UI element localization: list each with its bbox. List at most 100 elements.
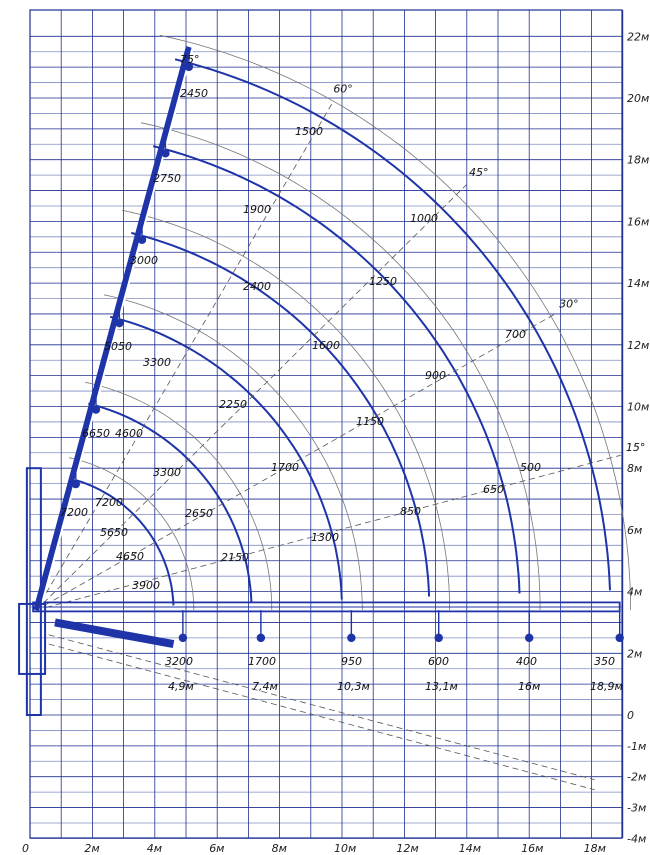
angle-label: 15°: [626, 441, 646, 454]
reach-label: 18,9м: [590, 680, 623, 693]
capacity-label: 4600: [115, 427, 143, 440]
tip-capacity-label: 950: [341, 655, 362, 668]
hook: [161, 149, 170, 158]
capacity-label: 1150: [356, 415, 384, 428]
capacity-label: 3300: [143, 356, 171, 369]
grid: [29, 9, 624, 839]
hook: [184, 62, 194, 72]
x-tick-label: 8м: [272, 842, 287, 855]
capacity-label: 700: [505, 328, 526, 341]
capacity-label: 900: [425, 369, 446, 382]
reach-label: 7,4м: [252, 680, 278, 693]
outer-range-arc: [85, 381, 273, 611]
capacity-label: 2250: [219, 398, 247, 411]
y-tick-label: 18м: [627, 154, 649, 167]
y-tick-label: -3м: [627, 802, 646, 815]
capacity-label: 650: [483, 483, 504, 496]
crane-column: [25, 467, 42, 717]
tip-capacity-label: 1700: [248, 655, 276, 668]
y-tick-label: 22м: [627, 30, 649, 43]
reach-label: 16м: [518, 680, 540, 693]
tip-capacity-label: 3200: [165, 655, 193, 668]
capacity-arc: [88, 402, 253, 603]
tip-capacity-label: 350: [594, 655, 615, 668]
capacity-label: 850: [400, 505, 421, 518]
x-tick-label: 10м: [334, 842, 356, 855]
inclined-boom-highlight: [39, 46, 194, 611]
x-tick-label: 6м: [209, 842, 224, 855]
y-tick-label: 2м: [627, 647, 642, 660]
y-tick-label: 12м: [627, 339, 649, 352]
capacity-label: 5650: [100, 526, 128, 539]
y-tick-label: 14м: [627, 277, 649, 290]
y-tick-label: 6м: [627, 524, 642, 537]
capacity-label: 3000: [130, 254, 158, 267]
capacity-arc: [131, 231, 431, 597]
capacity-label: 2650: [185, 507, 213, 520]
grid-frame: [29, 9, 623, 839]
angle-label: 45°: [469, 166, 489, 179]
capacity-label: 2150: [221, 551, 249, 564]
capacity-label: 1600: [312, 339, 340, 352]
x-tick-label: 14м: [459, 842, 481, 855]
angle-label: 60°: [333, 82, 353, 95]
capacity-label: 4650: [116, 550, 144, 563]
y-tick-label: -2м: [627, 771, 646, 784]
angle-label: 30°: [559, 297, 579, 310]
y-tick-label: 20м: [627, 92, 649, 105]
angle-ray: [35, 102, 333, 611]
capacity-label: 1300: [311, 531, 339, 544]
y-tick-label: 16м: [627, 215, 649, 228]
capacity-label: 1000: [410, 212, 438, 225]
capacity-arc: [69, 477, 175, 606]
y-tick-label: 0: [627, 709, 634, 722]
outer-range-arc: [140, 122, 541, 611]
outer-range-arc: [68, 457, 195, 611]
x-tick-label: 0: [22, 842, 29, 855]
x-tick-label: 12м: [396, 842, 418, 855]
y-tick-label: 4м: [627, 586, 642, 599]
x-tick-label: 16м: [521, 842, 543, 855]
capacity-label: 3900: [132, 579, 160, 592]
x-tick-label: 4м: [147, 842, 162, 855]
capacity-label: 7200: [60, 506, 88, 519]
crane-base: [18, 602, 47, 675]
capacity-label: 1500: [295, 125, 323, 138]
inclined-boom: [33, 46, 192, 611]
capacity-label: 7200: [95, 496, 123, 509]
hook: [115, 318, 124, 328]
reach-label: 13,1м: [425, 680, 458, 693]
working-range-arcs: [68, 34, 631, 611]
hook: [137, 235, 147, 244]
capacity-arc: [152, 145, 521, 594]
hook: [91, 405, 101, 414]
tip-capacity-label: 400: [516, 655, 537, 668]
hook: [615, 633, 624, 643]
capacity-label: 1700: [271, 461, 299, 474]
y-tick-label: -4м: [627, 832, 646, 845]
lowered-boom-body: [54, 618, 175, 648]
crane-illustration: [18, 46, 624, 791]
tip-capacity-label: 600: [428, 655, 449, 668]
angle-label: 75°: [180, 53, 200, 66]
hook: [525, 633, 534, 643]
outer-range-arc: [103, 294, 363, 611]
x-tick-label: 2м: [84, 842, 99, 855]
capacity-label: 2450: [180, 87, 208, 100]
y-tick-label: 8м: [627, 462, 642, 475]
capacity-arc: [174, 58, 611, 591]
capacity-label: 1900: [243, 203, 271, 216]
chart-labels: 0 2м 4м 6м 8м 10м 12м 14м 16м 18м 22м 20м 18м 16м 14м 1…: [22, 30, 649, 855]
capacity-label: 500: [520, 461, 541, 474]
capacity-label: 2400: [243, 280, 271, 293]
y-tick-label: -1м: [627, 740, 646, 753]
capacity-label: 1250: [369, 275, 397, 288]
capacity-label: 6650: [82, 427, 110, 440]
capacity-label: 2750: [153, 172, 181, 185]
hook: [71, 479, 81, 489]
lowered-boom-line: [48, 643, 595, 791]
hook: [347, 633, 356, 643]
y-tick-label: 10м: [627, 401, 649, 414]
reach-label: 4,9м: [168, 680, 194, 693]
